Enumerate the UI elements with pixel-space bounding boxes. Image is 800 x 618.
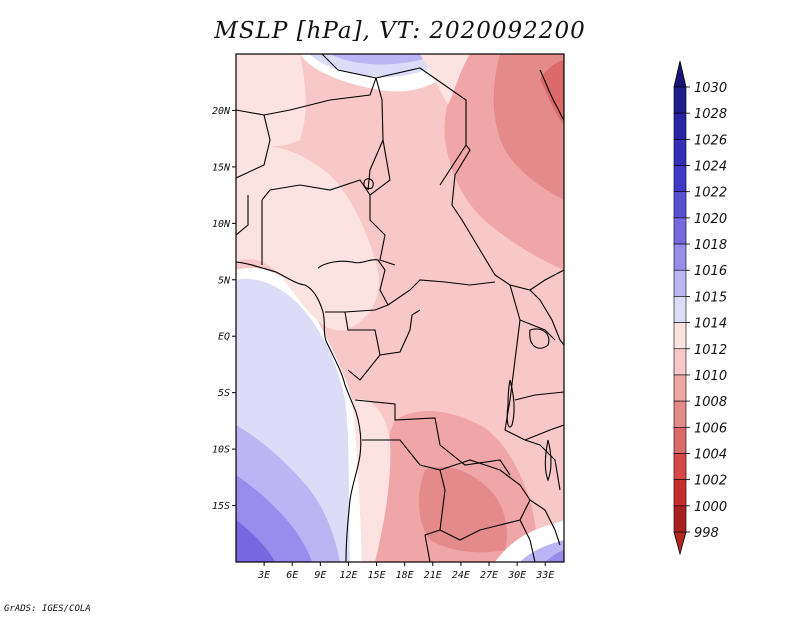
lon-tick-label: 27E <box>480 570 498 581</box>
border-chad <box>369 139 396 266</box>
colorbar-label: 1015 <box>694 290 727 305</box>
field-east-1012 <box>420 54 470 105</box>
colorbar-label: 1020 <box>694 212 727 227</box>
border-car <box>387 279 496 306</box>
border-tanzania <box>514 391 564 441</box>
colorbar-swatch <box>673 400 687 428</box>
colorbar-label: 1010 <box>694 369 727 384</box>
colorbar-label: 1022 <box>694 186 727 201</box>
colorbar-swatch <box>673 505 687 533</box>
colorbar-swatch <box>673 165 687 193</box>
border-niger <box>263 77 377 116</box>
coastline-west <box>236 261 362 562</box>
lat-tick-label: 15S <box>212 501 230 512</box>
colorbar-label: 1008 <box>694 395 727 410</box>
field-ocean-1020 <box>236 520 275 562</box>
country-borders <box>236 54 564 562</box>
plot-frame <box>235 53 565 563</box>
colorbar-label: 1012 <box>694 343 727 358</box>
lake-tanganyika <box>506 379 515 428</box>
lat-tick-label: 5N <box>218 275 231 286</box>
border-nigeria <box>261 179 371 265</box>
colorbar-swatch <box>673 191 687 219</box>
border-egypt <box>375 67 467 186</box>
lon-tick-label: 15E <box>368 570 386 581</box>
colorbar-label: 1018 <box>694 238 727 253</box>
lat-tick-label: 10S <box>212 445 230 456</box>
lon-tick-label: 9E <box>314 570 326 581</box>
field-se-1018 <box>545 550 564 562</box>
lat-tick-label: EQ <box>218 332 230 343</box>
border-uganda-kenya <box>519 289 564 346</box>
lon-tick-label: 30E <box>507 570 526 581</box>
border-mozambique <box>519 499 561 562</box>
colorbar: 1030 1028 1026 1024 1022 1020 1018 1016 1015 1014… <box>673 60 727 556</box>
field-north-1014 <box>300 54 472 92</box>
footer-credit: GrADS: IGES/COLA <box>4 604 91 614</box>
colorbar-swatch <box>673 453 687 480</box>
colorbar-swatch <box>673 479 687 507</box>
colorbar-label: 1004 <box>694 447 727 462</box>
colorbar-label: 1014 <box>694 317 727 332</box>
border-sudan <box>451 144 564 291</box>
border-benin <box>236 195 249 236</box>
colorbar-swatch <box>673 243 687 271</box>
lake-chad <box>363 178 374 190</box>
lat-tick-label: 15N <box>212 162 231 173</box>
colorbar-label: 1028 <box>694 107 727 122</box>
colorbar-label: 1006 <box>694 421 727 436</box>
red-sea-coast <box>539 69 564 121</box>
colorbar-swatch <box>673 374 687 402</box>
colorbar-label: 1000 <box>694 500 727 515</box>
colorbar-label: 1030 <box>694 81 727 96</box>
colorbar-label: 1016 <box>694 264 727 279</box>
lat-tick-label: 5S <box>218 388 230 399</box>
lon-tick-label: 18E <box>396 570 414 581</box>
field-north-1016 <box>330 54 440 65</box>
pressure-field <box>236 54 564 562</box>
colorbar-swatch <box>673 112 687 140</box>
colorbar-swatch <box>673 217 687 245</box>
border-ne <box>321 54 384 191</box>
border-zambia <box>439 459 531 541</box>
colorbar-label: 998 <box>694 526 719 541</box>
lon-tick-label: 6E <box>286 570 298 581</box>
border-congo <box>344 311 381 381</box>
colorbar-extend-bottom <box>673 531 687 556</box>
lon-tick-label: 33E <box>535 570 554 581</box>
colorbar-swatch <box>673 322 687 350</box>
lon-tick-label: 21E <box>424 570 442 581</box>
field-sahel-1012 <box>236 146 379 331</box>
border-angola <box>362 439 446 562</box>
lat-tick-label: 20N <box>212 106 231 117</box>
border-cameroon <box>317 259 389 313</box>
lake-victoria <box>529 328 550 349</box>
lake-malawi <box>544 439 552 482</box>
border-east <box>504 284 561 491</box>
map-axes: 20N 15N 10N 5N EQ 5S 10S 15S 3E 6E 9E 12E 15E 18E 21E 2… <box>212 106 554 581</box>
lon-tick-label: 12E <box>339 570 357 581</box>
lon-tick-label: 3E <box>257 570 270 581</box>
border-mali <box>236 109 271 179</box>
field-nw-1012 <box>236 54 306 150</box>
colorbar-label: 1002 <box>694 474 727 489</box>
colorbar-swatch <box>673 348 687 376</box>
colorbar-extend-top <box>673 60 687 88</box>
border-drc <box>354 309 511 476</box>
colorbar-swatch <box>673 139 687 166</box>
map-title: MSLP [hPa], VT: 2020092200 <box>214 18 586 44</box>
colorbar-swatch <box>673 269 687 297</box>
lon-tick-label: 24E <box>452 570 470 581</box>
colorbar-swatch <box>673 426 687 454</box>
colorbar-label: 1026 <box>694 133 727 148</box>
colorbar-swatch <box>673 86 687 114</box>
colorbar-swatch <box>673 296 687 323</box>
lat-tick-label: 10N <box>212 219 231 230</box>
colorbar-label: 1024 <box>694 160 727 175</box>
